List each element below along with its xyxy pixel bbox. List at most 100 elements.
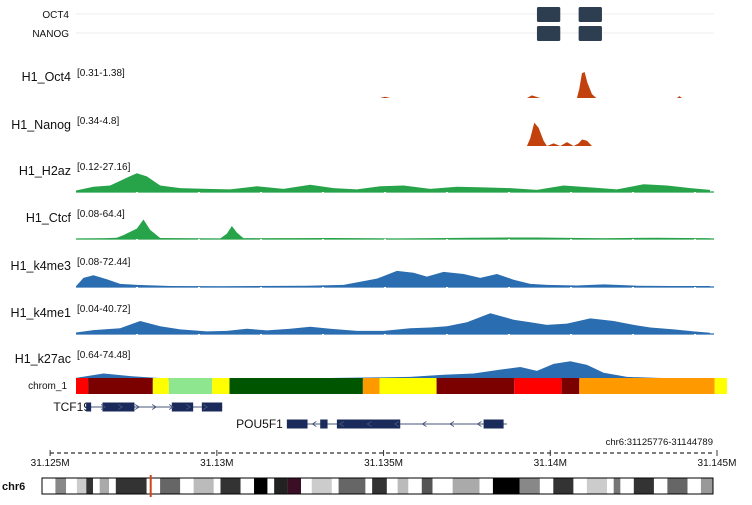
- ideogram-band: [633, 478, 654, 494]
- signal-area: [76, 173, 710, 192]
- strand-arrow: [366, 421, 372, 427]
- ideogram-band: [539, 478, 554, 494]
- peak-block: [578, 26, 602, 41]
- ideogram-band: [613, 478, 621, 494]
- ideogram-outline: [41, 477, 714, 495]
- signal-range-label: [0.64-74.48]: [77, 350, 131, 361]
- peak-block: [578, 7, 602, 22]
- ideogram-band: [408, 478, 422, 494]
- ideogram-band: [553, 478, 574, 494]
- ideogram-band: [76, 478, 87, 494]
- ideogram-band: [311, 478, 332, 494]
- gene-exon: [171, 402, 194, 412]
- ideogram-band: [301, 478, 312, 494]
- ideogram-band: [700, 478, 713, 494]
- ideogram-band: [66, 478, 77, 494]
- gene-exon: [86, 402, 92, 412]
- chromatin-state-segment: [379, 378, 437, 394]
- ideogram-band: [99, 478, 110, 494]
- ideogram-band: [386, 478, 398, 494]
- signal-area: [76, 313, 710, 334]
- chromatin-state-segment: [714, 378, 727, 394]
- ideogram-band: [586, 478, 607, 494]
- ideogram-band: [274, 478, 288, 494]
- ideogram-band: [146, 478, 161, 494]
- signal-range-label: [0.08-72.44]: [77, 257, 131, 268]
- ideogram-band: [667, 478, 688, 494]
- ideogram-band: [365, 478, 373, 494]
- chromatin-state-segment: [76, 378, 89, 394]
- chromatin-state-segment: [579, 378, 715, 394]
- peak-track-label: NANOG: [32, 29, 69, 40]
- ideogram-label: chr6: [2, 481, 25, 493]
- signal-track-label: H1_k4me1: [11, 306, 71, 320]
- ideogram-band: [606, 478, 614, 494]
- ideogram-band: [254, 478, 268, 494]
- gene-exon: [201, 402, 223, 412]
- ideogram-band: [160, 478, 181, 494]
- gene-exon: [102, 402, 135, 412]
- signal-track-label: H1_Nanog: [11, 118, 71, 132]
- gene-exon: [320, 419, 328, 429]
- gene-exon: [286, 419, 308, 429]
- strand-arrow: [117, 404, 123, 410]
- signal-area: [76, 361, 710, 380]
- axis-tick-label: 31.125M: [31, 458, 70, 469]
- strand-arrow: [100, 404, 106, 410]
- strand-arrow: [168, 404, 175, 410]
- signal-track-label: H1_Ctcf: [26, 211, 72, 225]
- gene-label: TCF19: [53, 400, 90, 414]
- strand-arrow: [394, 421, 400, 427]
- gene-exon: [483, 419, 504, 429]
- ideogram-band: [180, 478, 194, 494]
- locus-label: chr6:31125776-31144789: [606, 437, 713, 448]
- strand-arrow: [134, 404, 141, 410]
- strand-arrow: [185, 404, 192, 410]
- ideogram-band: [338, 478, 366, 494]
- axis-tick-label: 31.145M: [698, 458, 737, 469]
- signal-range-label: [0.34-4.8]: [77, 116, 119, 127]
- chromatin-state-segment: [561, 378, 580, 394]
- ideogram-band: [267, 478, 275, 494]
- ideogram-band: [421, 478, 433, 494]
- strand-arrow: [476, 421, 482, 427]
- ideogram-band: [492, 478, 520, 494]
- signal-range-label: [0.04-40.72]: [77, 304, 131, 315]
- ideogram-band: [92, 478, 100, 494]
- ideogram-band: [653, 478, 668, 494]
- chromatin-state-segment: [152, 378, 169, 394]
- ideogram-band: [193, 478, 214, 494]
- ideogram-band: [372, 478, 387, 494]
- signal-area: [76, 219, 710, 239]
- signal-track-label: H1_H2az: [19, 164, 71, 178]
- ideogram-band: [432, 478, 453, 494]
- chromatin-state-segment: [362, 378, 380, 394]
- strand-arrow: [202, 404, 209, 410]
- strand-arrow: [339, 421, 345, 427]
- peak-block: [536, 7, 561, 22]
- peak-block: [536, 26, 561, 41]
- peak-track-label: OCT4: [42, 10, 69, 21]
- ideogram-band: [452, 478, 480, 494]
- chromatin-state-segment: [229, 378, 363, 394]
- strand-arrow: [151, 404, 158, 410]
- strand-arrow: [311, 421, 317, 427]
- gene-exon: [336, 419, 401, 429]
- strand-arrow: [449, 421, 455, 427]
- chromatin-state-segment: [168, 378, 213, 394]
- signal-area: [76, 270, 710, 287]
- ideogram-band: [331, 478, 339, 494]
- signal-track-label: H1_k4me3: [11, 259, 71, 273]
- signal-area: [380, 72, 682, 98]
- signal-range-label: [0.31-1.38]: [77, 68, 125, 79]
- ideogram-band: [287, 478, 302, 494]
- ideogram-band: [687, 478, 701, 494]
- signal-range-label: [0.12-27.16]: [77, 162, 131, 173]
- axis-tick-label: 31.135M: [364, 458, 403, 469]
- ideogram-band: [109, 478, 116, 494]
- chromatin-state-segment: [514, 378, 562, 394]
- ideogram-band: [573, 478, 587, 494]
- chromatin-state-segment: [436, 378, 515, 394]
